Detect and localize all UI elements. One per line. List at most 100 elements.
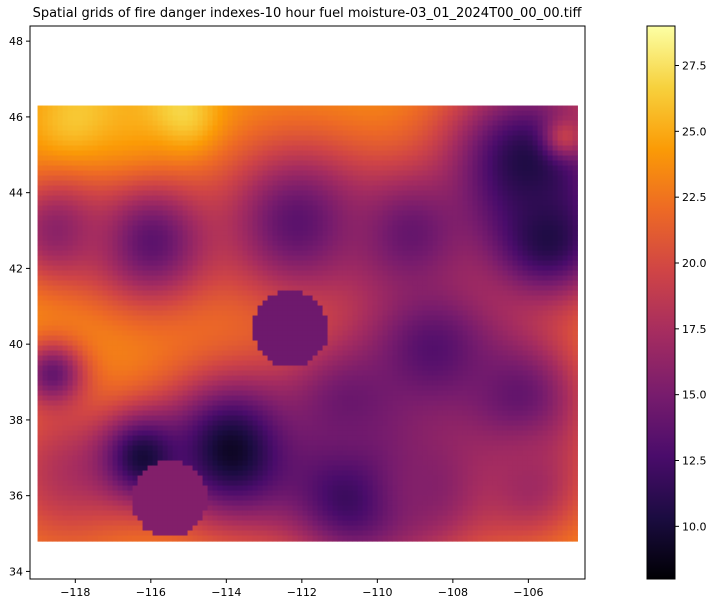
raster-cell	[502, 180, 509, 187]
raster-cell	[227, 165, 234, 172]
raster-cell	[52, 105, 59, 112]
raster-cell	[227, 215, 234, 222]
raster-cell	[177, 170, 184, 177]
raster-cell	[217, 270, 224, 277]
raster-cell	[182, 140, 189, 147]
raster-cell	[492, 145, 499, 152]
raster-cell	[332, 280, 339, 287]
raster-cell	[387, 115, 394, 122]
raster-cell	[92, 330, 99, 337]
raster-cell	[77, 310, 84, 317]
raster-cell	[302, 160, 309, 167]
raster-cell	[157, 115, 164, 122]
raster-cell	[282, 235, 289, 242]
raster-cell	[272, 300, 279, 307]
raster-cell	[82, 305, 89, 312]
raster-cell	[227, 260, 234, 267]
raster-cell	[132, 120, 139, 127]
raster-cell	[412, 110, 419, 117]
raster-cell	[157, 135, 164, 142]
raster-cell	[112, 165, 119, 172]
raster-cell	[107, 275, 114, 282]
raster-cell	[387, 290, 394, 297]
raster-cell	[212, 270, 219, 277]
raster-cell	[92, 310, 99, 317]
raster-cell	[507, 270, 514, 277]
raster-cell	[317, 235, 324, 242]
raster-cell	[262, 225, 269, 232]
raster-cell	[502, 200, 509, 207]
raster-cell	[392, 135, 399, 142]
raster-cell	[57, 260, 64, 267]
raster-cell	[547, 180, 554, 187]
raster-cell	[367, 120, 374, 127]
raster-cell	[482, 110, 489, 117]
raster-cell	[472, 125, 479, 132]
raster-cell	[347, 185, 354, 192]
raster-cell	[447, 110, 454, 117]
raster-cell	[42, 120, 49, 127]
raster-cell	[382, 230, 389, 237]
raster-cell	[457, 210, 464, 217]
raster-cell	[272, 315, 279, 322]
raster-cell	[287, 155, 294, 162]
raster-cell	[57, 135, 64, 142]
raster-cell	[462, 120, 469, 127]
raster-cell	[227, 300, 234, 307]
raster-cell	[522, 230, 529, 237]
raster-cell	[217, 235, 224, 242]
raster-cell	[467, 120, 474, 127]
raster-cell	[62, 200, 69, 207]
raster-cell	[317, 170, 324, 177]
raster-cell	[167, 290, 174, 297]
raster-cell	[292, 175, 299, 182]
raster-cell	[312, 260, 319, 267]
raster-cell	[352, 125, 359, 132]
raster-cell	[557, 205, 564, 212]
raster-cell	[92, 110, 99, 117]
raster-cell	[557, 265, 564, 272]
raster-cell	[222, 130, 229, 137]
raster-cell	[332, 320, 339, 327]
raster-cell	[162, 200, 169, 207]
raster-cell	[452, 220, 459, 227]
raster-cell	[532, 190, 539, 197]
raster-cell	[167, 325, 174, 332]
raster-cell	[452, 195, 459, 202]
raster-cell	[237, 225, 244, 232]
raster-cell	[167, 140, 174, 147]
raster-cell	[482, 120, 489, 127]
raster-cell	[282, 195, 289, 202]
raster-cell	[77, 280, 84, 287]
raster-cell	[472, 270, 479, 277]
raster-cell	[492, 180, 499, 187]
raster-cell	[462, 165, 469, 172]
raster-cell	[112, 280, 119, 287]
raster-cell	[532, 290, 539, 297]
raster-cell	[87, 195, 94, 202]
raster-cell	[162, 105, 169, 112]
raster-cell	[87, 120, 94, 127]
raster-cell	[302, 110, 309, 117]
raster-cell	[372, 160, 379, 167]
raster-cell	[192, 105, 199, 112]
raster-cell	[142, 180, 149, 187]
raster-cell	[97, 240, 104, 247]
raster-cell	[497, 220, 504, 227]
raster-cell	[337, 200, 344, 207]
raster-cell	[262, 245, 269, 252]
raster-cell	[207, 280, 214, 287]
raster-cell	[192, 225, 199, 232]
raster-cell	[407, 260, 414, 267]
raster-cell	[572, 240, 578, 247]
raster-cell	[132, 300, 139, 307]
raster-cell	[507, 325, 514, 332]
raster-cell	[517, 185, 524, 192]
raster-cell	[232, 215, 239, 222]
raster-cell	[257, 115, 264, 122]
raster-cell	[242, 315, 249, 322]
raster-cell	[537, 205, 544, 212]
raster-cell	[542, 175, 549, 182]
raster-cell	[242, 225, 249, 232]
raster-cell	[317, 250, 324, 257]
